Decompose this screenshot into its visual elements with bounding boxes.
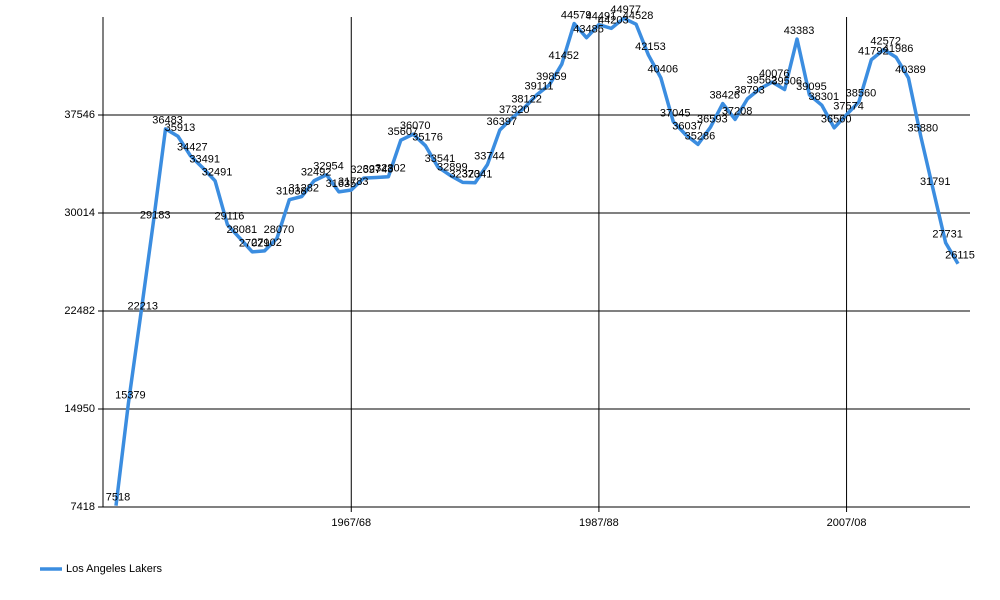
y-tick-label: 22482 bbox=[64, 305, 95, 317]
data-label: 29183 bbox=[140, 210, 171, 222]
data-label: 26115 bbox=[945, 250, 975, 262]
data-label: 41452 bbox=[548, 50, 579, 62]
data-label: 44491 bbox=[586, 11, 617, 23]
data-label: 35880 bbox=[908, 123, 939, 135]
y-tick-label: 37546 bbox=[64, 109, 95, 121]
data-label: 43383 bbox=[784, 25, 815, 37]
data-label: 40076 bbox=[759, 68, 790, 80]
data-label: 32743 bbox=[363, 163, 394, 175]
data-label: 41792 bbox=[858, 46, 889, 58]
data-label: 40406 bbox=[648, 64, 679, 76]
data-label: 44528 bbox=[623, 10, 654, 22]
legend-label: Los Angeles Lakers bbox=[66, 563, 163, 575]
data-label: 32899 bbox=[437, 161, 468, 173]
data-label: 44203 bbox=[598, 14, 629, 26]
data-label: 32802 bbox=[375, 163, 406, 175]
x-tick-label: 1967/68 bbox=[331, 517, 371, 529]
data-label: 33541 bbox=[425, 153, 456, 165]
data-label: 32341 bbox=[462, 169, 493, 181]
data-label: 22213 bbox=[127, 300, 158, 312]
data-label: 15379 bbox=[115, 389, 146, 401]
data-label: 27731 bbox=[932, 229, 963, 241]
data-label: 29116 bbox=[215, 211, 245, 223]
data-label: 39506 bbox=[771, 75, 802, 87]
data-label: 36397 bbox=[487, 116, 518, 128]
y-tick-label: 30014 bbox=[64, 207, 95, 219]
data-label: 31783 bbox=[338, 176, 369, 188]
data-label: 31282 bbox=[288, 182, 319, 194]
data-label: 38426 bbox=[709, 89, 740, 101]
data-label: 44579 bbox=[561, 9, 592, 21]
y-tick-label: 7418 bbox=[71, 501, 95, 513]
data-label: 35607 bbox=[387, 126, 418, 138]
data-label: 31791 bbox=[920, 176, 951, 188]
data-label: 35286 bbox=[685, 130, 716, 142]
data-label: 38560 bbox=[846, 88, 877, 100]
data-label: 38793 bbox=[734, 85, 765, 97]
data-label: 27029 bbox=[239, 238, 270, 250]
data-label: 36037 bbox=[672, 121, 703, 133]
data-label: 33744 bbox=[474, 150, 505, 162]
data-label: 37208 bbox=[722, 105, 753, 117]
data-label: 33491 bbox=[189, 154, 220, 166]
data-label: 37320 bbox=[499, 104, 530, 116]
data-label: 43485 bbox=[573, 24, 604, 36]
data-label: 7518 bbox=[106, 492, 130, 504]
x-tick-label: 2007/08 bbox=[827, 517, 867, 529]
data-label: 39859 bbox=[536, 71, 567, 83]
data-label: 42572 bbox=[870, 36, 901, 48]
data-label: 32492 bbox=[301, 167, 332, 179]
data-label: 34427 bbox=[177, 141, 208, 153]
data-label: 28081 bbox=[227, 224, 258, 236]
data-label: 32697 bbox=[350, 164, 381, 176]
data-label: 44977 bbox=[610, 4, 641, 16]
data-label: 36483 bbox=[152, 115, 183, 127]
data-label: 39111 bbox=[525, 81, 554, 93]
data-label: 27102 bbox=[251, 237, 282, 249]
data-label: 38301 bbox=[808, 91, 839, 103]
data-label: 40389 bbox=[895, 64, 926, 76]
data-label: 35176 bbox=[412, 132, 443, 144]
data-label: 31635 bbox=[326, 178, 357, 190]
data-label: 31038 bbox=[276, 186, 307, 198]
data-label: 38122 bbox=[511, 93, 542, 105]
data-label: 39562 bbox=[747, 75, 778, 87]
data-label: 36560 bbox=[821, 114, 852, 126]
data-label: 37574 bbox=[833, 101, 864, 113]
data-label: 35913 bbox=[165, 122, 196, 134]
y-tick-label: 14950 bbox=[64, 403, 95, 415]
data-label: 36070 bbox=[400, 120, 431, 132]
data-label: 39095 bbox=[796, 81, 827, 93]
data-label: 28070 bbox=[264, 224, 295, 236]
data-label: 37045 bbox=[660, 107, 691, 119]
data-line bbox=[114, 16, 960, 506]
x-tick-label: 1987/88 bbox=[579, 517, 619, 529]
data-label: 36593 bbox=[697, 113, 728, 125]
data-label: 32954 bbox=[313, 161, 344, 173]
data-label: 41986 bbox=[883, 43, 914, 55]
data-label: 32491 bbox=[202, 167, 233, 179]
data-label: 32370 bbox=[449, 168, 480, 180]
data-label: 42153 bbox=[635, 41, 666, 53]
